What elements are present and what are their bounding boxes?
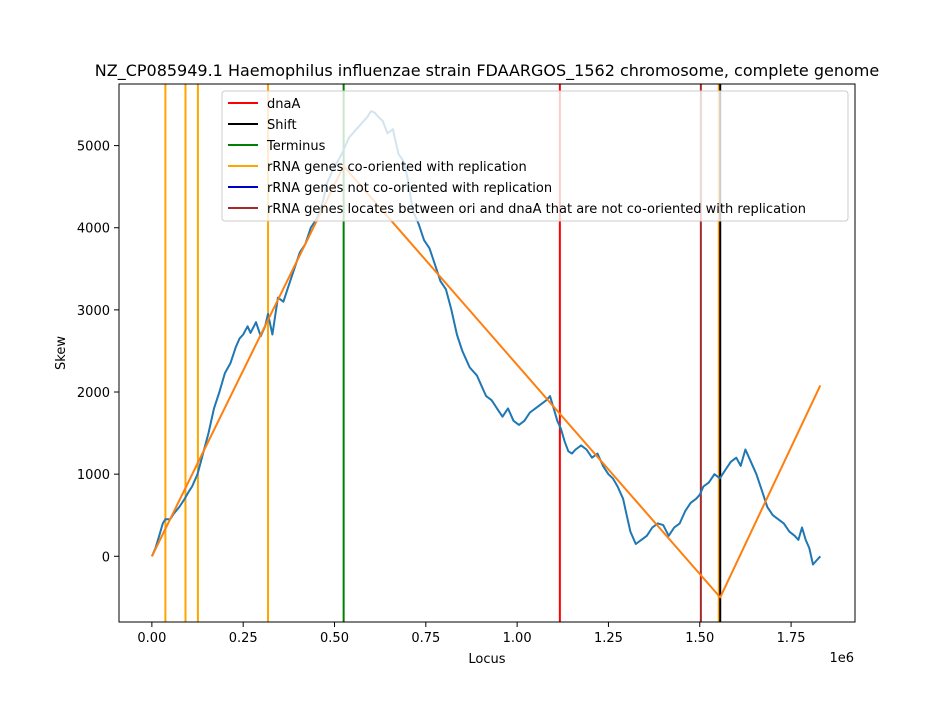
x-tick-label: 0.50 (320, 631, 349, 646)
skew-series-line (150, 110, 822, 566)
legend-label: rRNA genes not co-oriented with replicat… (267, 181, 552, 196)
legend-label: rRNA genes locates between ori and dnaA … (267, 202, 806, 217)
legend: dnaA Shift Terminus rRNA genes co-oriented … (221, 90, 849, 222)
y-tick-label: 3000 (77, 304, 110, 319)
x-tick-label: 0.75 (411, 631, 440, 646)
fit-series-line (151, 165, 822, 599)
y-axis-label: Skew (54, 336, 69, 370)
y-tick-label: 4000 (77, 222, 110, 237)
x-axis-offset: 1e6 (829, 651, 854, 666)
x-tick-label: 1.25 (594, 631, 623, 646)
y-tick-label: 5000 (77, 140, 110, 155)
x-axis-label: Locus (468, 652, 505, 667)
x-tick-label: 1.00 (503, 631, 532, 646)
x-tick-label: 1.50 (685, 631, 714, 646)
x-tick-label: 0.25 (229, 631, 258, 646)
chart-title: NZ_CP085949.1 Haemophilus influenzae str… (95, 61, 879, 81)
y-tick-label: 2000 (77, 386, 110, 401)
x-tick-label: 1.75 (777, 631, 806, 646)
legend-label: dnaA (267, 97, 300, 112)
y-tick-label: 1000 (77, 468, 110, 483)
legend-box (221, 90, 849, 222)
x-tick-label: 0.00 (137, 631, 166, 646)
legend-label: Terminus (266, 139, 326, 154)
legend-label: Shift (267, 118, 297, 133)
legend-label: rRNA genes co-oriented with replication (267, 160, 527, 175)
y-tick-label: 0 (102, 550, 110, 565)
x-axis-ticks: 0.00 0.25 0.50 0.75 1.00 1.25 1.50 1.75 (137, 622, 806, 646)
plot-frame (118, 83, 856, 623)
y-axis-ticks: 0 1000 2000 3000 4000 5000 (77, 140, 119, 565)
